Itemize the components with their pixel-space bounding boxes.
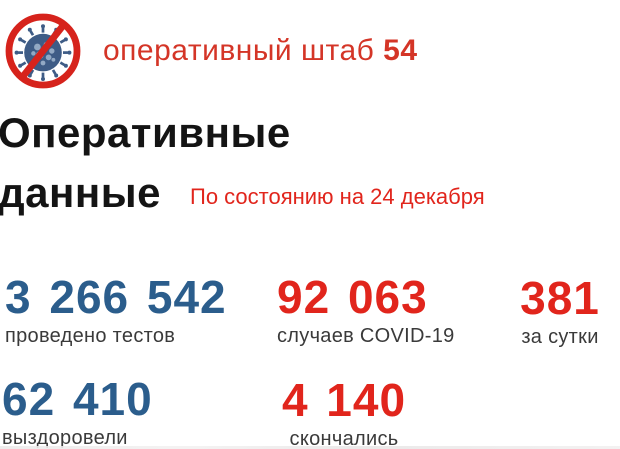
stat-daily: 381 за сутки [503, 275, 617, 348]
brand-region-number: 54 [383, 34, 418, 67]
stat-cases-label: случаев COVID-19 [277, 325, 455, 347]
stat-deaths-value: 4 140 [281, 374, 407, 426]
page-title-line2: данные [0, 169, 161, 216]
no-virus-icon [3, 11, 83, 91]
stat-cases: 92 063 случаев COVID-19 [277, 274, 455, 347]
stat-recovered-value: 62 410 [2, 373, 153, 425]
stat-recovered-label: выздоровели [2, 427, 128, 449]
stat-tests-label: проведено тестов [5, 325, 176, 347]
bottom-edge-artifact [0, 446, 620, 449]
stat-cases-value: 92 063 [277, 271, 428, 323]
stat-tests: 3 266 542 проведено тестов [5, 274, 227, 347]
stat-daily-label: за сутки [521, 326, 599, 348]
brand-title-text: оперативный штаб [103, 34, 384, 67]
as-of-date: По состоянию на 24 декабря [190, 184, 485, 209]
stat-deaths: 4 140 скончались [281, 377, 407, 449]
brand-title: оперативный штаб 54 [103, 36, 418, 66]
page-title-line1: Оперативные [0, 109, 291, 156]
page-title: Оперативные данные [0, 103, 291, 223]
stat-recovered: 62 410 выздоровели [2, 376, 153, 449]
stat-tests-value: 3 266 542 [5, 271, 227, 323]
stat-deaths-label: скончались [289, 428, 399, 449]
stat-daily-value: 381 [520, 272, 600, 324]
